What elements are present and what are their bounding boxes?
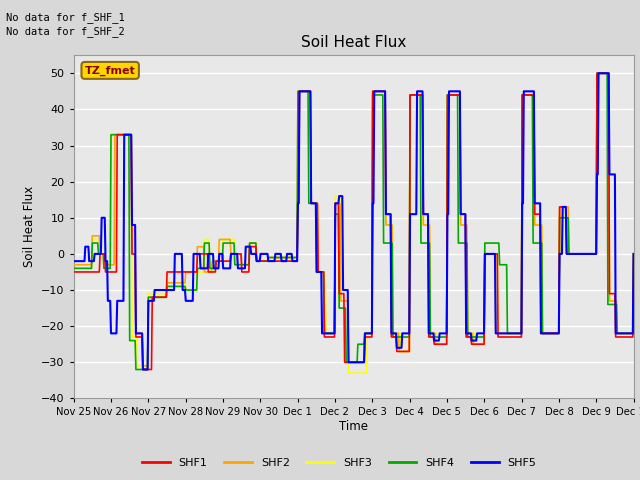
Legend: SHF1, SHF2, SHF3, SHF4, SHF5: SHF1, SHF2, SHF3, SHF4, SHF5 (138, 453, 541, 472)
Text: No data for f_SHF_1: No data for f_SHF_1 (6, 12, 125, 23)
Y-axis label: Soil Heat Flux: Soil Heat Flux (22, 186, 35, 267)
Text: No data for f_SHF_2: No data for f_SHF_2 (6, 26, 125, 37)
X-axis label: Time: Time (339, 420, 368, 433)
Text: TZ_fmet: TZ_fmet (85, 65, 136, 75)
Title: Soil Heat Flux: Soil Heat Flux (301, 35, 406, 50)
